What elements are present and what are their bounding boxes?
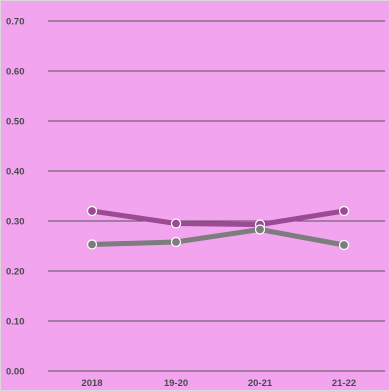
data-point-series-0	[170, 218, 182, 229]
data-point-series-1	[338, 239, 350, 251]
x-tick-label: 20-21	[248, 378, 273, 389]
series-markers	[86, 205, 350, 251]
y-tick-label: 0.40	[6, 167, 25, 178]
series-line-1	[89, 227, 347, 248]
data-point-series-1	[170, 236, 182, 248]
series-lines	[89, 208, 347, 248]
x-axis-tick-labels: 2018 19-20 20-21 21-22	[81, 378, 356, 389]
y-tick-label: 0.20	[6, 267, 25, 278]
y-tick-label: 0.50	[6, 117, 25, 128]
x-tick-label: 21-22	[332, 378, 356, 389]
data-point-series-0	[338, 205, 350, 217]
data-point-series-0	[86, 205, 98, 217]
data-point-series-1	[86, 239, 98, 250]
series-line-0	[89, 208, 347, 227]
x-tick-label: 19-20	[164, 378, 188, 389]
x-tick-label: 2018	[81, 378, 102, 389]
data-point-series-1	[254, 224, 266, 235]
y-axis-tick-labels: 0.00 0.10 0.20 0.30 0.40 0.50 0.60 0.70	[6, 17, 25, 378]
y-tick-label: 0.30	[6, 217, 25, 228]
y-tick-label: 0.60	[6, 67, 25, 78]
gridlines	[48, 20, 385, 372]
y-tick-label: 0.10	[6, 317, 25, 328]
y-tick-label: 0.70	[6, 17, 25, 28]
y-tick-label: 0.00	[6, 367, 25, 378]
